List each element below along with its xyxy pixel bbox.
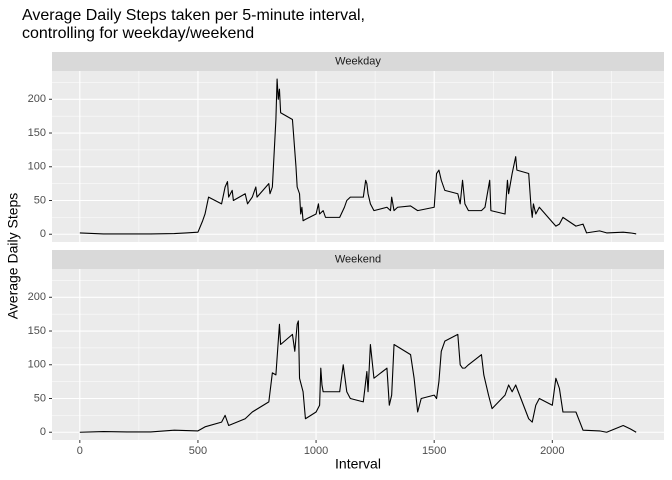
- x-tick-label: 0: [77, 445, 83, 457]
- chart-title: Average Daily Steps taken per 5-minute i…: [22, 7, 365, 24]
- y-tick-label: 0: [40, 228, 46, 240]
- strip: [52, 250, 664, 269]
- x-tick-label: 500: [189, 445, 207, 457]
- strip-label: Weekday: [335, 55, 381, 67]
- y-tick-label: 0: [40, 426, 46, 438]
- y-tick-label: 150: [28, 127, 46, 139]
- chart-title: controlling for weekday/weekend: [22, 25, 254, 42]
- panel: [52, 269, 664, 440]
- data-line: [79, 78, 637, 235]
- y-tick-label: 50: [34, 392, 46, 404]
- x-tick-label: 1500: [422, 445, 446, 457]
- data-line: [79, 320, 637, 433]
- y-tick-label: 50: [34, 194, 46, 206]
- y-tick-label: 100: [28, 359, 46, 371]
- x-tick-label: 1000: [304, 445, 328, 457]
- y-tick-label: 200: [28, 93, 46, 105]
- y-tick-label: 200: [28, 291, 46, 303]
- strip: [52, 52, 664, 71]
- y-tick-label: 100: [28, 161, 46, 173]
- x-axis-label: Interval: [335, 456, 381, 472]
- panel: [52, 71, 664, 242]
- y-tick-label: 150: [28, 325, 46, 337]
- strip-label: Weekend: [335, 253, 381, 265]
- x-tick-label: 2000: [540, 445, 564, 457]
- y-axis-label: Average Daily Steps: [5, 193, 21, 320]
